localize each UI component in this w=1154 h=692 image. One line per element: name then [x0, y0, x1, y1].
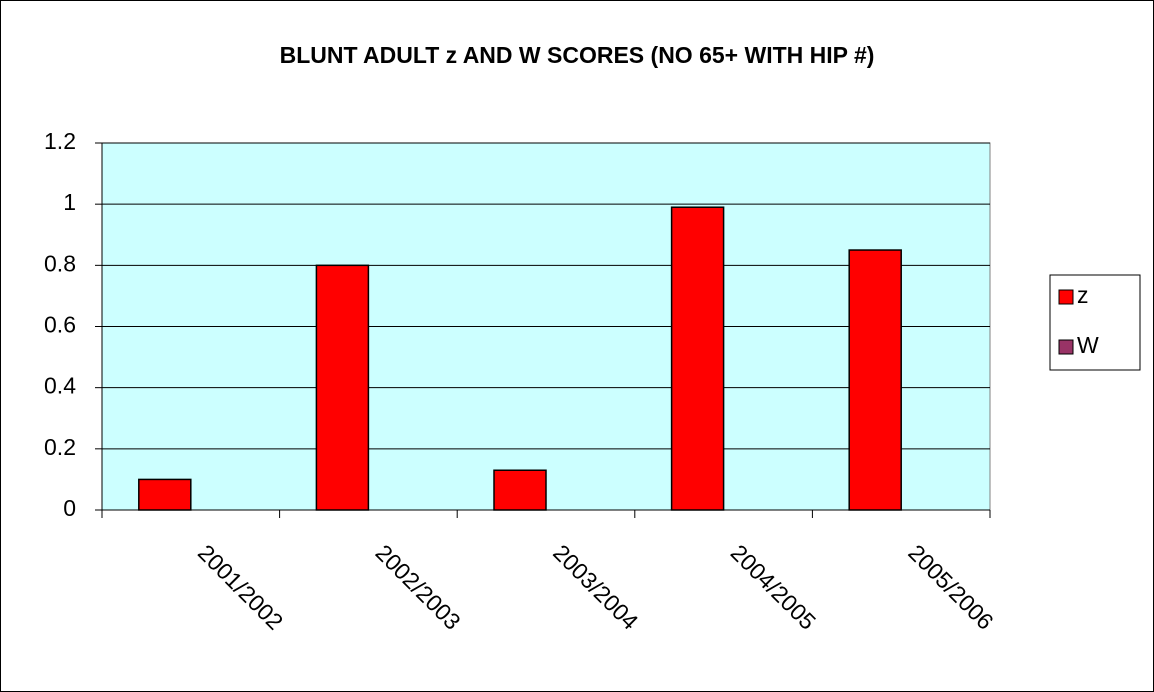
bar — [670, 206, 725, 511]
legend-swatch — [1058, 289, 1074, 305]
y-tick-label: 1 — [63, 189, 76, 215]
bar — [848, 249, 902, 511]
y-tick-label: 0.6 — [44, 312, 76, 338]
y-tick-label: 0 — [63, 495, 76, 521]
chart-title: BLUNT ADULT z AND W SCORES (NO 65+ WITH … — [280, 42, 875, 68]
bar — [138, 478, 192, 511]
y-tick-label: 0.8 — [44, 250, 76, 276]
legend-label: z — [1077, 282, 1089, 308]
y-tick-label: 0.4 — [44, 373, 76, 399]
y-tick-label: 1.2 — [44, 128, 76, 154]
bar — [493, 469, 547, 511]
legend-label: W — [1077, 332, 1099, 358]
y-tick-label: 0.2 — [44, 434, 76, 460]
legend-swatch — [1058, 339, 1074, 355]
bar — [315, 264, 370, 511]
